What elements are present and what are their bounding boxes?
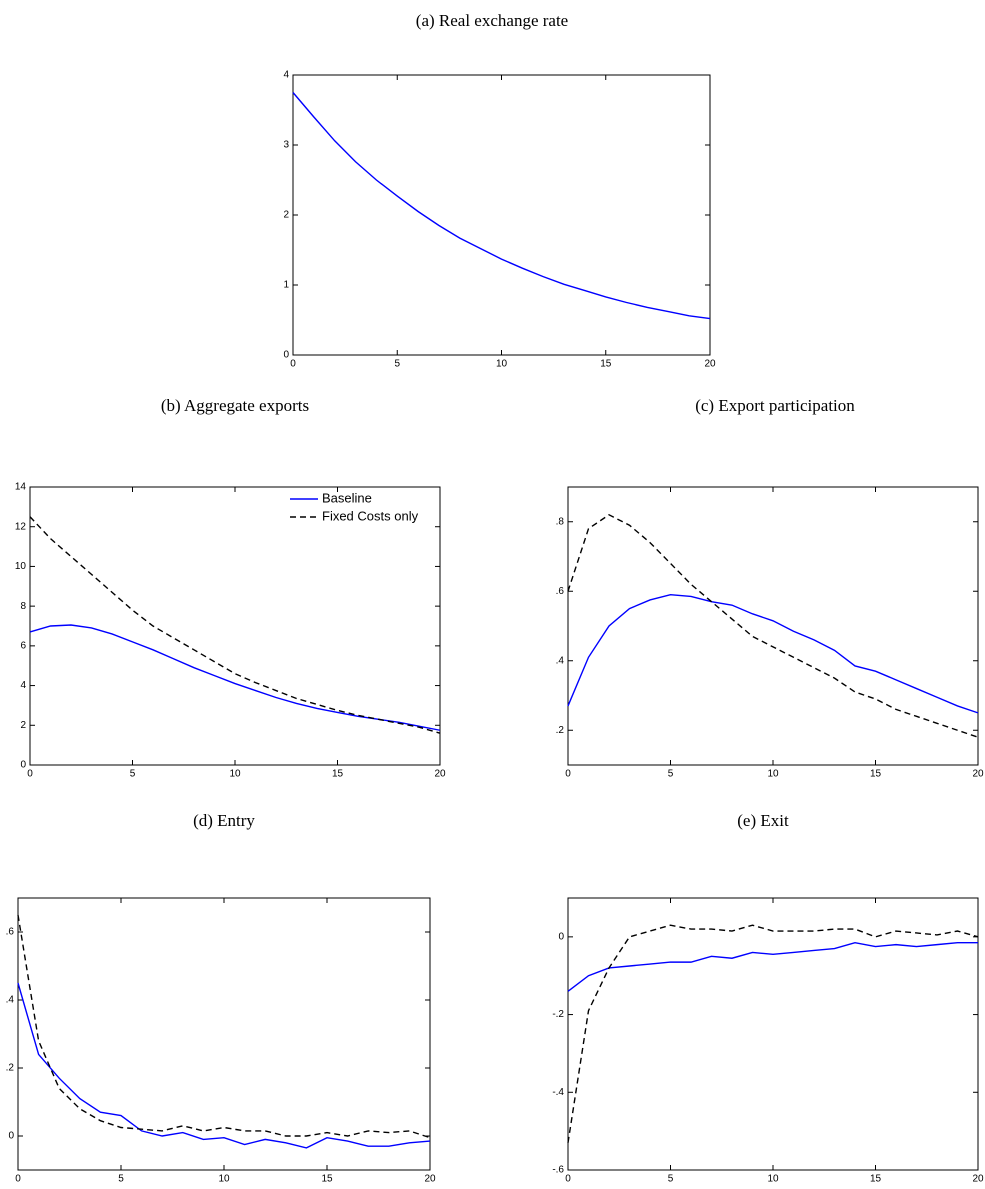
y-tick-label: 2 [20,720,26,731]
y-tick-label: .6 [6,927,15,938]
x-tick-label: 20 [972,1174,984,1185]
y-tick-label: 0 [8,1131,14,1142]
data-line [17,982,431,1149]
x-tick-label: 20 [972,769,984,780]
x-tick-label: 15 [332,769,344,780]
legend-label: Baseline [322,490,372,505]
chart-title: (d) Entry [193,811,255,830]
x-tick-label: 0 [565,769,571,780]
y-tick-label: .2 [556,725,565,736]
plot-frame [17,897,431,1171]
x-tick-label: 10 [229,769,241,780]
y-tick-label: 0 [20,760,26,771]
data-line [29,624,441,731]
x-tick-label: 20 [434,769,446,780]
x-tick-label: 20 [424,1174,436,1185]
plot-frame [567,486,979,766]
y-tick-label: 1 [283,280,289,291]
y-tick-label: 6 [20,640,26,651]
y-tick-label: 0 [283,350,289,361]
y-tick-label: 8 [20,601,26,612]
x-tick-label: 10 [218,1174,230,1185]
x-tick-label: 15 [600,359,612,370]
legend-label: Fixed Costs only [322,508,419,523]
x-tick-label: 0 [15,1174,21,1185]
chart-title: (a) Real exchange rate [416,11,568,30]
x-tick-label: 5 [668,1174,674,1185]
y-tick-label: -.2 [552,1009,564,1020]
x-tick-label: 20 [704,359,716,370]
chart-title: (b) Aggregate exports [161,396,309,415]
x-tick-label: 15 [870,1174,882,1185]
x-tick-label: 5 [668,769,674,780]
data-line [567,941,978,992]
y-tick-label: 4 [20,680,26,691]
x-tick-label: 10 [767,769,779,780]
x-tick-label: 5 [130,769,136,780]
data-line [567,924,979,1143]
x-tick-label: 10 [496,359,508,370]
plot-frame [292,74,711,356]
plot-frame [29,486,441,766]
x-tick-label: 0 [565,1174,571,1185]
x-tick-label: 0 [290,359,296,370]
y-tick-label: 3 [283,140,289,151]
plot-frame [567,897,979,1171]
chart-title: (e) Exit [737,811,789,830]
data-line [292,92,711,320]
chart-title: (c) Export participation [695,396,855,415]
x-tick-label: 15 [321,1174,333,1185]
y-tick-label: 12 [15,521,27,532]
y-tick-label: .8 [556,516,565,527]
y-tick-label: .4 [556,655,565,666]
x-tick-label: 5 [394,359,400,370]
y-tick-label: 4 [283,70,289,81]
y-tick-label: .4 [6,995,15,1006]
x-tick-label: 15 [870,769,882,780]
data-line [17,914,431,1139]
y-tick-label: -.4 [552,1087,564,1098]
y-tick-label: .6 [556,586,565,597]
data-line [567,513,979,738]
y-tick-label: 14 [15,482,27,493]
y-tick-label: 2 [283,210,289,221]
y-tick-label: -.6 [552,1165,564,1176]
y-tick-label: 10 [15,561,27,572]
y-tick-label: .2 [6,1063,15,1074]
x-tick-label: 10 [767,1174,779,1185]
x-tick-label: 5 [118,1174,124,1185]
data-line [567,594,979,714]
data-line [29,516,441,734]
y-tick-label: 0 [558,931,564,942]
x-tick-label: 0 [27,769,33,780]
